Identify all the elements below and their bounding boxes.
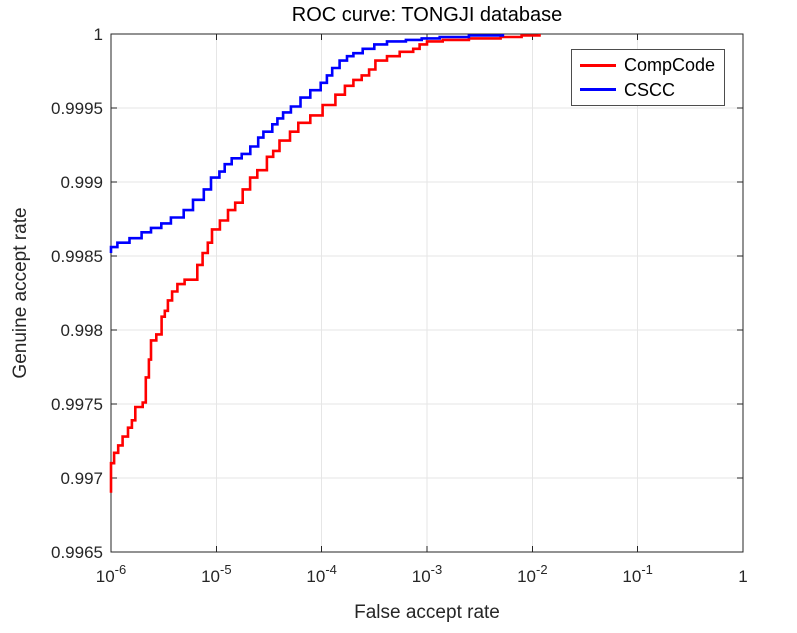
svg-text:10-6: 10-6 — [96, 562, 126, 586]
y-axis-label: Genuine accept rate — [10, 207, 31, 379]
svg-text:1: 1 — [94, 25, 103, 44]
gridlines — [111, 34, 743, 552]
y-tick-labels: 0.9965 0.997 0.9975 0.998 0.9985 0.999 0.9995 1 — [51, 25, 103, 562]
svg-text:0.998: 0.998 — [60, 321, 103, 340]
svg-text:10-5: 10-5 — [201, 562, 231, 586]
legend-line-compcode-icon — [580, 63, 616, 67]
legend-item-compcode: CompCode — [572, 56, 724, 74]
x-tick-labels: 10-6 10-5 10-4 10-3 10-2 10-1 1 — [96, 562, 748, 586]
svg-text:1: 1 — [738, 567, 747, 586]
chart-title: ROC curve: TONGJI database — [291, 4, 563, 26]
legend-line-cscc-icon — [580, 88, 616, 92]
svg-text:10-1: 10-1 — [622, 562, 652, 586]
svg-text:0.997: 0.997 — [60, 469, 103, 488]
svg-text:10-2: 10-2 — [517, 562, 547, 586]
svg-text:10-3: 10-3 — [412, 562, 442, 586]
svg-text:0.9995: 0.9995 — [51, 99, 103, 118]
svg-text:0.9965: 0.9965 — [51, 543, 103, 562]
svg-text:10-4: 10-4 — [306, 562, 336, 586]
legend-label-cscc: CSCC — [624, 79, 676, 100]
legend-label-compcode: CompCode — [624, 55, 716, 76]
svg-text:0.999: 0.999 — [60, 173, 103, 192]
axis-ticks — [110, 33, 744, 553]
svg-text:0.9975: 0.9975 — [51, 395, 103, 414]
x-axis-label: False accept rate — [354, 602, 500, 623]
series-lines — [109, 34, 541, 493]
legend: CompCode CSCC — [571, 49, 725, 106]
legend-item-cscc: CSCC — [572, 81, 724, 99]
svg-text:0.9985: 0.9985 — [51, 247, 103, 266]
